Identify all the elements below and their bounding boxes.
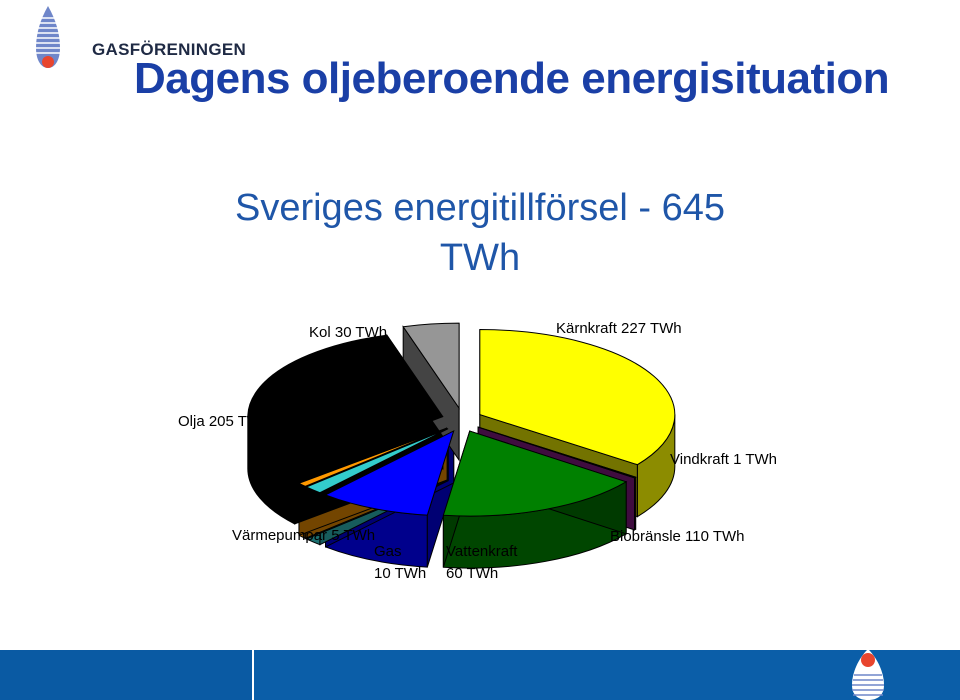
chart-title-line2: TWh: [439, 237, 521, 279]
footer-bar-left: [0, 650, 252, 700]
footer-flame-icon: [852, 649, 884, 700]
slice-värmepumpar: [297, 427, 448, 487]
slice-kärnkraft: [479, 329, 676, 466]
slide-title: Dagens oljeberoende energisituation: [134, 54, 890, 103]
slice-label-kärnkraft: Kärnkraft 227 TWh: [556, 320, 682, 337]
slice-vindkraft: [477, 426, 637, 479]
slice-label-gas-2: 10 TWh: [374, 565, 426, 582]
slice-olja: [247, 334, 444, 473]
slice-biobränsle: [442, 430, 628, 517]
slice-label-olja: Olja 205 TWh: [178, 413, 269, 430]
slice-label-värmepumpar: Värmepumpar 5 TWh: [232, 527, 375, 544]
slice-label-gas-1: Gas: [374, 543, 402, 560]
chart-title-line1: Sveriges energitillförsel - 645: [234, 187, 725, 229]
flame-logo-icon: [34, 6, 62, 68]
slice-label-vattenkraft-2: 60 TWh: [446, 565, 498, 582]
footer-bar-right: [254, 650, 960, 700]
gasforeningen-logo: GASFÖRENINGEN: [28, 4, 246, 72]
slice-label-vindkraft: Vindkraft 1 TWh: [670, 451, 777, 468]
slice-label-vattenkraft-1: Vattenkraft: [446, 543, 518, 560]
logo-text: GASFÖRENINGEN: [92, 40, 247, 59]
slice-label-kol: Kol 30 TWh: [309, 324, 387, 341]
slice-kol: [402, 322, 460, 410]
slice-vattenkraft: [324, 429, 455, 516]
slice-gas: [305, 428, 449, 494]
slice-label-biobränsle: Biobränsle 110 TWh: [610, 528, 745, 545]
